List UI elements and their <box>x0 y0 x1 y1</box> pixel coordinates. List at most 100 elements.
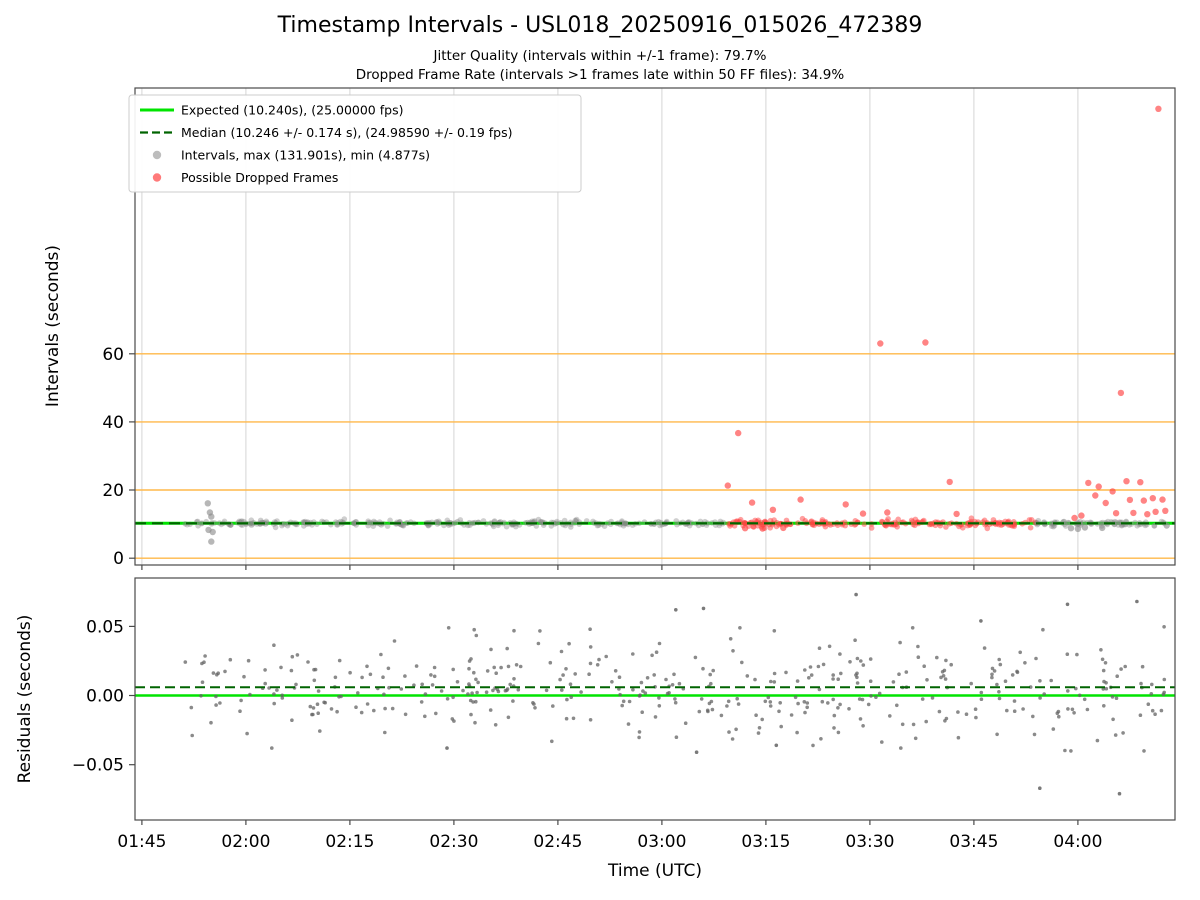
legend-label: Median (10.246 +/- 0.174 s), (24.98590 +… <box>181 125 512 140</box>
interval-point <box>216 520 223 526</box>
dropped-frame-point <box>741 525 749 532</box>
residual-point <box>1162 690 1166 695</box>
x-axis-label: Time (UTC) <box>607 861 702 881</box>
dropped-frame-point <box>1095 483 1102 490</box>
chart-title: Timestamp Intervals - USL018_20250916_01… <box>277 13 923 38</box>
interval-point <box>387 517 393 524</box>
interval-point <box>1048 520 1055 527</box>
residual-point <box>597 657 601 662</box>
residual-point <box>1063 748 1067 753</box>
residual-point <box>263 668 267 672</box>
residual-point <box>831 677 835 681</box>
interval-point <box>400 522 406 528</box>
residual-point <box>568 682 573 686</box>
interval-point <box>248 522 255 528</box>
residual-point <box>493 723 498 727</box>
residual-point <box>558 677 562 682</box>
residual-point <box>969 681 973 686</box>
residual-point <box>508 682 512 687</box>
dropped-frame-point <box>895 516 901 523</box>
dropped-frame-point <box>1149 495 1157 502</box>
y-tick-label: 20 <box>102 481 124 501</box>
residual-point <box>189 705 194 710</box>
residual-point <box>561 673 565 677</box>
residual-point <box>613 669 618 673</box>
interval-point <box>601 523 608 529</box>
residual-point <box>803 668 807 672</box>
residual-point <box>1113 733 1118 737</box>
residual-point <box>1066 707 1070 711</box>
residual-point <box>740 660 744 665</box>
residual-point <box>1103 661 1108 665</box>
residual-point <box>1038 679 1042 683</box>
residual-point <box>888 714 892 718</box>
residual-point <box>272 643 276 647</box>
interval-point <box>436 520 443 526</box>
residual-point <box>768 700 773 704</box>
residual-point <box>467 666 471 671</box>
residual-point <box>588 718 593 722</box>
residual-point <box>246 658 251 663</box>
residual-point <box>654 650 659 654</box>
residual-point <box>571 716 576 721</box>
residual-point <box>588 645 593 649</box>
interval-point <box>204 500 211 507</box>
dropped-frame-point <box>797 496 804 503</box>
residual-point <box>467 659 472 663</box>
residual-point <box>290 718 294 722</box>
residual-point <box>610 680 614 684</box>
interval-point <box>604 520 611 526</box>
interval-point <box>457 517 464 523</box>
residual-point <box>290 654 295 659</box>
residual-point <box>768 704 773 708</box>
residual-point <box>643 691 648 695</box>
residual-point <box>795 730 799 735</box>
residual-point <box>708 672 712 677</box>
residual-point <box>1102 704 1106 708</box>
residual-point <box>990 672 994 677</box>
residual-point <box>516 687 521 692</box>
residual-point <box>223 669 227 674</box>
interval-point <box>301 523 307 529</box>
interval-point <box>434 519 440 525</box>
residual-point <box>855 681 860 685</box>
interval-point <box>198 520 205 527</box>
residual-point <box>620 703 624 708</box>
interval-point <box>623 520 629 527</box>
interval-point <box>1067 525 1075 532</box>
interval-point <box>469 520 476 526</box>
residual-point <box>1149 692 1154 696</box>
residual-point <box>802 700 807 704</box>
residual-point <box>474 699 478 704</box>
residual-point <box>940 670 945 674</box>
residual-point <box>855 671 859 676</box>
residual-point <box>719 713 724 718</box>
interval-point <box>1099 524 1106 532</box>
residual-point <box>693 655 698 660</box>
residual-point <box>627 699 632 704</box>
residual-point <box>664 677 668 682</box>
residual-point <box>365 664 369 669</box>
dropped-frame-point <box>953 510 960 518</box>
interval-point <box>533 523 540 529</box>
interval-point <box>195 523 201 529</box>
residual-point <box>1121 731 1125 735</box>
residual-point <box>1021 707 1025 711</box>
residual-point <box>272 692 276 696</box>
residual-point <box>673 697 677 701</box>
residual-point <box>916 644 920 649</box>
residual-point <box>470 691 474 695</box>
interval-point <box>657 522 663 529</box>
residual-point <box>1111 717 1115 722</box>
residual-point <box>469 712 473 717</box>
residual-point <box>239 698 243 703</box>
residual-point <box>475 690 479 695</box>
residual-point <box>473 720 477 725</box>
residual-point <box>941 674 946 678</box>
dropped-frame-point <box>1109 488 1116 495</box>
residual-point <box>897 672 901 676</box>
bottom-plot-frame <box>134 577 1176 821</box>
residual-point <box>348 670 352 675</box>
interval-point <box>1080 519 1087 526</box>
legend-box <box>128 94 582 193</box>
